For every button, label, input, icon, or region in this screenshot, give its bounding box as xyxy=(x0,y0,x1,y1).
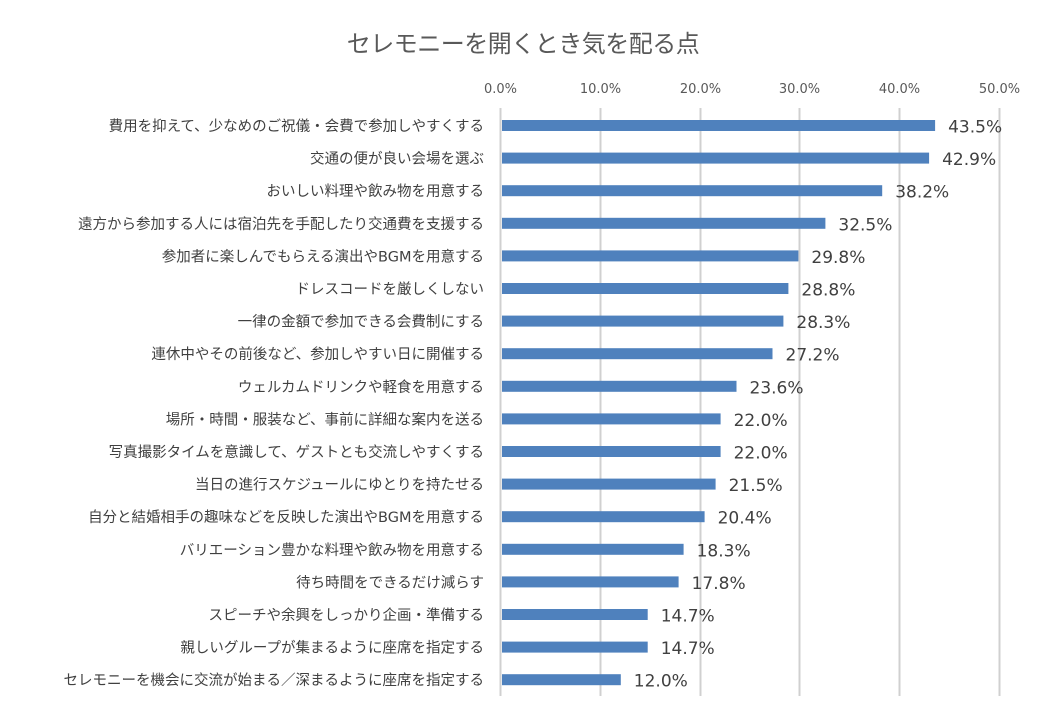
category-label: ドレスコードを厳しくしない xyxy=(296,281,485,298)
bar xyxy=(502,576,679,588)
category-label: 遠方から参加する人には宿泊先を手配したり交通費を支援する xyxy=(78,215,484,233)
data-label: 38.2% xyxy=(895,183,949,203)
category-label: 費用を抑えて、少なめのご祝儀・会費で参加しやすくする xyxy=(109,117,484,135)
bar xyxy=(502,641,648,653)
data-label: 17.8% xyxy=(692,574,746,594)
category-label: 待ち時間をできるだけ減らす xyxy=(296,574,484,591)
x-tick-label: 10.0% xyxy=(580,82,621,97)
data-label: 27.2% xyxy=(786,346,840,366)
category-label: バリエーション豊かな料理や飲み物を用意する xyxy=(180,541,484,559)
data-label: 29.8% xyxy=(811,248,865,268)
bar xyxy=(502,478,716,490)
data-label: 12.0% xyxy=(634,672,688,692)
data-label: 23.6% xyxy=(750,378,804,398)
data-label: 22.0% xyxy=(734,411,788,431)
data-label: 21.5% xyxy=(729,476,783,496)
category-label: 参加者に楽しんでもらえる演出やBGMを用意する xyxy=(162,247,484,265)
category-label: セレモニーを機会に交流が始まる／深まるように座席を指定する xyxy=(64,671,485,689)
gridlines xyxy=(499,108,1001,696)
x-axis-ticks: 0.0% 10.0% 20.0% 30.0% 40.0% 50.0% xyxy=(484,82,1020,97)
bar xyxy=(502,413,721,425)
x-tick-label: 20.0% xyxy=(680,82,721,97)
category-labels: 費用を抑えて、少なめのご祝儀・会費で参加しやすくする交通の便が良い会場を選ぶおい… xyxy=(64,117,485,689)
bar xyxy=(502,315,784,327)
data-label: 18.3% xyxy=(697,541,751,561)
bar xyxy=(502,511,705,523)
x-tick-label: 50.0% xyxy=(979,82,1020,97)
bar xyxy=(502,674,621,686)
bar xyxy=(502,609,648,620)
bar xyxy=(502,152,930,164)
bars xyxy=(502,120,936,686)
bar xyxy=(502,217,826,229)
category-label: おいしい料理や飲み物を用意する xyxy=(267,182,485,200)
category-label: 親しいグループが集まるように座席を指定する xyxy=(180,640,484,657)
category-label: 一律の金額で参加できる会費制にする xyxy=(238,314,484,331)
category-label: 場所・時間・服装など、事前に詳細な案内を送る xyxy=(166,410,484,428)
bar xyxy=(502,446,721,457)
category-label: 交通の便が良い会場を選ぶ xyxy=(310,150,484,168)
category-label: 自分と結婚相手の趣味などを反映した演出やBGMを用意する xyxy=(88,508,484,526)
bar xyxy=(502,250,799,262)
data-label: 20.4% xyxy=(718,509,772,529)
bar xyxy=(502,380,737,392)
category-label: 当日の進行スケジュールにゆとりを持たせる xyxy=(195,477,484,494)
x-tick-label: 40.0% xyxy=(879,82,920,97)
chart-title: セレモニーを開くとき気を配る点 xyxy=(346,30,700,58)
bar xyxy=(502,348,773,360)
data-labels: 43.5% 42.9% 38.2%32.5% 29.8% 28.8% 28.3% 27.2%… xyxy=(634,118,1002,692)
data-label: 43.5% xyxy=(948,118,1002,138)
category-label: 写真撮影タイムを意識して、ゲストとも交流しやすくする xyxy=(109,443,484,461)
bar xyxy=(502,185,883,197)
x-tick-label: 0.0% xyxy=(484,82,517,97)
bar xyxy=(502,543,684,555)
data-label: 22.0% xyxy=(734,444,788,464)
data-label: 28.3% xyxy=(796,313,850,333)
x-tick-label: 30.0% xyxy=(779,82,820,97)
data-label: 42.9% xyxy=(942,150,996,170)
category-label: 連休中やその前後など、参加しやすい日に開催する xyxy=(151,346,484,363)
data-label: 28.8% xyxy=(801,281,855,301)
category-label: ウェルカムドリンクや軽食を用意する xyxy=(238,378,484,396)
category-label: スピーチや余興をしっかり企画・準備する xyxy=(209,606,485,624)
data-label: 14.7% xyxy=(661,607,715,627)
bar xyxy=(502,283,789,294)
bar xyxy=(502,120,936,131)
data-label: 32.5% xyxy=(838,215,892,235)
data-label: 14.7% xyxy=(661,639,715,659)
